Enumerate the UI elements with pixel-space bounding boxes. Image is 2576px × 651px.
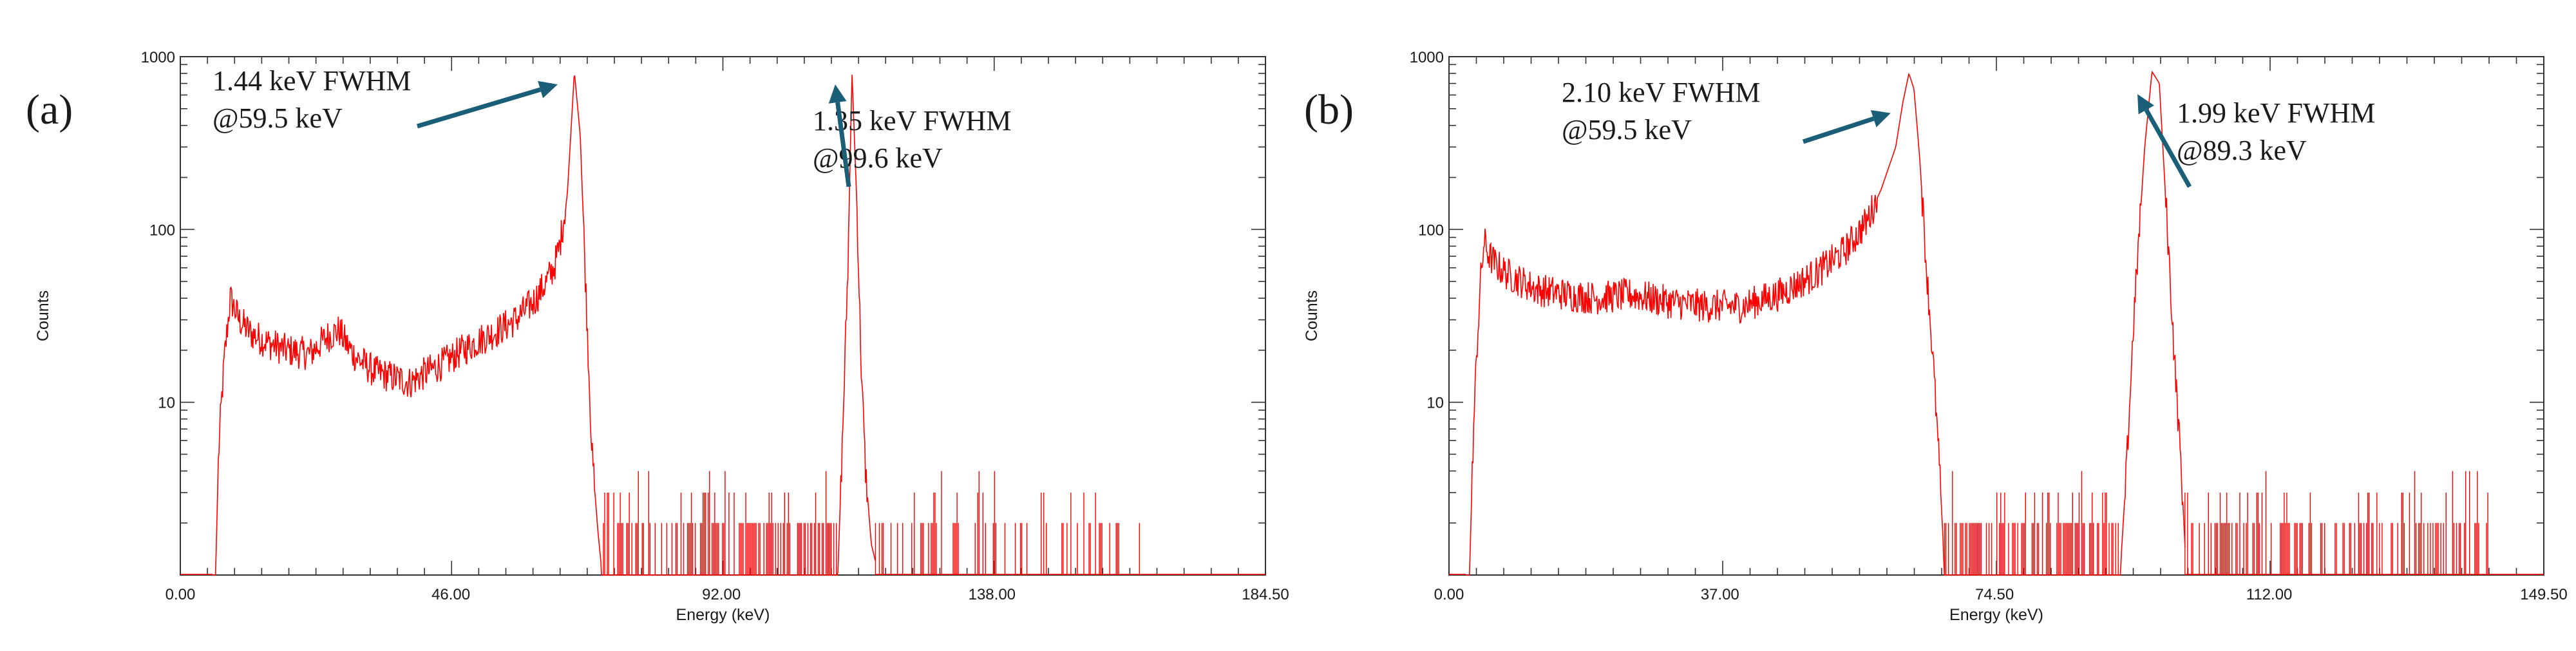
y-tick-label: 100 bbox=[1418, 222, 1444, 239]
y-tick-label: 1000 bbox=[141, 49, 175, 66]
plot-frame bbox=[180, 56, 1266, 576]
annotation-arrow bbox=[835, 102, 851, 187]
x-tick-label: 0.00 bbox=[1434, 586, 1464, 603]
x-tick-label: 37.00 bbox=[1701, 586, 1739, 603]
x-tick-label: 138.00 bbox=[969, 586, 1016, 603]
spectrum-trace bbox=[213, 75, 876, 576]
annotation-arrow-head bbox=[2137, 94, 2154, 115]
y-tick-label: 10 bbox=[1426, 395, 1444, 412]
annotation-line1: 1.35 keV FWHM bbox=[813, 105, 1011, 137]
panel-label: (a) bbox=[26, 86, 73, 133]
annotation-line1: 1.99 keV FWHM bbox=[2177, 97, 2375, 129]
chart-panel-b: 0.00 37.00 74.50 112.00 149.50 10 100 1000 Energ… bbox=[1303, 49, 2568, 624]
annotation-arrow bbox=[417, 87, 542, 129]
annotation-line2: @59.5 keV bbox=[1562, 114, 1692, 146]
x-axis-title: Energy (keV) bbox=[1949, 606, 2043, 624]
chart-panel-a: 0.00 46.00 92.00 138.00 184.50 10 100 1000 Energ… bbox=[26, 49, 1289, 624]
y-axis-title: Counts bbox=[1303, 290, 1321, 341]
annotation-arrow bbox=[2144, 108, 2192, 188]
x-tick-label: 112.00 bbox=[2246, 586, 2293, 603]
x-tick-label: 0.00 bbox=[166, 586, 196, 603]
y-axis-title: Counts bbox=[34, 290, 52, 341]
x-tick-label: 74.50 bbox=[1975, 586, 2014, 603]
annotation-arrow bbox=[1802, 116, 1875, 144]
annotation-line2: @59.5 keV bbox=[213, 102, 343, 134]
x-tick-label: 149.50 bbox=[2520, 586, 2567, 603]
y-tick-label: 10 bbox=[158, 395, 175, 412]
x-axis-title: Energy (keV) bbox=[676, 606, 770, 624]
y-tick-label: 1000 bbox=[1410, 49, 1444, 66]
annotation-arrow-head bbox=[1870, 109, 1891, 127]
annotation-line2: @99.6 keV bbox=[813, 142, 943, 174]
annotation-line1: 2.10 keV FWHM bbox=[1562, 77, 1760, 108]
annotation-line1: 1.44 keV FWHM bbox=[213, 65, 411, 97]
x-tick-label: 46.00 bbox=[431, 586, 470, 603]
panel-label: (b) bbox=[1304, 86, 1354, 133]
x-tick-label: 184.50 bbox=[1242, 586, 1289, 603]
x-tick-label: 92.00 bbox=[702, 586, 741, 603]
annotation-arrow-head bbox=[828, 84, 847, 104]
annotation-line2: @89.3 keV bbox=[2177, 135, 2307, 166]
annotation-arrow-head bbox=[538, 80, 558, 99]
y-tick-label: 100 bbox=[149, 222, 175, 239]
spectrum-trace bbox=[1466, 70, 2186, 576]
